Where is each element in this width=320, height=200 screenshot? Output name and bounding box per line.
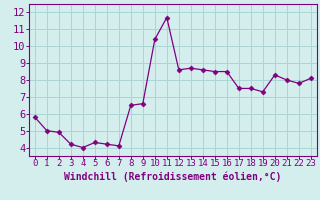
- X-axis label: Windchill (Refroidissement éolien,°C): Windchill (Refroidissement éolien,°C): [64, 171, 282, 182]
